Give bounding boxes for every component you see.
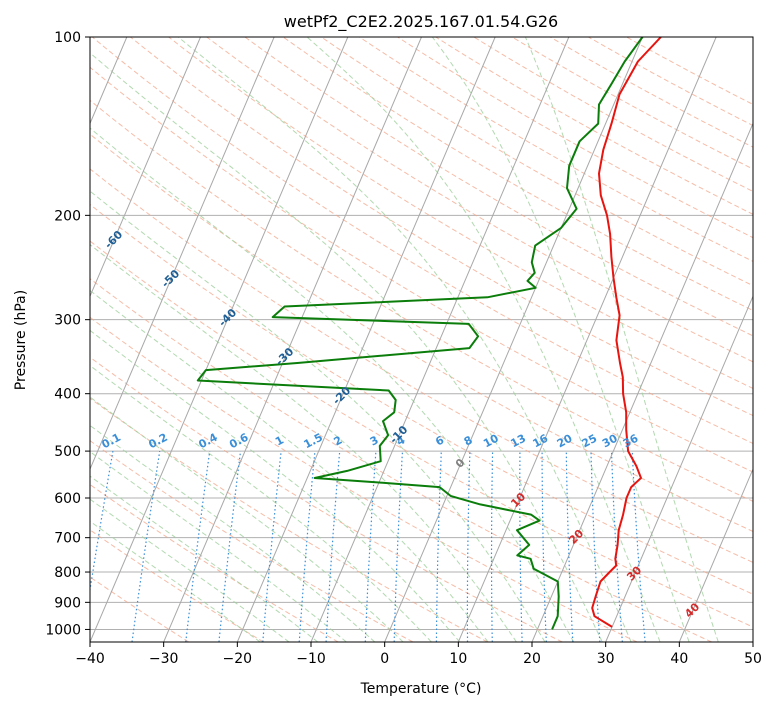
mixing-ratio-label: 13 xyxy=(508,432,528,451)
isotherm-line xyxy=(90,37,349,642)
y-tick-label: 100 xyxy=(54,30,81,46)
mixing-ratio-label: 10 xyxy=(481,432,501,451)
isotherm-line xyxy=(236,37,496,642)
dry-adiabat-line xyxy=(90,278,712,642)
dry-adiabat-line xyxy=(90,133,753,533)
mixing-ratio-label: 16 xyxy=(531,432,551,451)
x-axis-title: Temperature (°C) xyxy=(360,681,482,697)
moist-adiabat-line xyxy=(90,190,546,642)
x-tick-label: 50 xyxy=(744,651,762,667)
dry-adiabat-line xyxy=(90,483,339,642)
mixing-ratio-label: 25 xyxy=(580,432,600,451)
isotherm-line xyxy=(384,37,643,642)
dry-adiabat-line xyxy=(90,440,414,642)
y-tick-label: 300 xyxy=(54,313,81,329)
y-tick-label: 1000 xyxy=(45,622,81,638)
moist-adiabat-line xyxy=(177,37,632,642)
moist-adiabat-line xyxy=(90,364,432,642)
isotherm-line xyxy=(678,467,753,642)
x-tick-label: 20 xyxy=(523,651,541,667)
isotherm-line xyxy=(90,37,275,471)
x-tick-label: 40 xyxy=(670,651,688,667)
x-tick-label: −40 xyxy=(75,651,105,667)
y-tick-label: 800 xyxy=(54,565,81,581)
dry-adiabat-line xyxy=(359,37,753,262)
moist-adiabat-line xyxy=(90,329,461,642)
mixing-ratio-line xyxy=(218,451,242,642)
y-axis-title: Pressure (hPa) xyxy=(13,290,29,390)
isotherm-line xyxy=(457,37,717,642)
moist-adiabat-line xyxy=(90,424,376,642)
x-axis: −40 −30 −20 −10 0 10 20 30 40 50 xyxy=(75,642,762,667)
moist-adiabat-line xyxy=(90,451,347,642)
dry-adiabat-line xyxy=(130,37,753,417)
dry-adiabat-line xyxy=(320,37,753,287)
dry-adiabat-line xyxy=(511,37,753,170)
dry-adiabat-line xyxy=(90,203,753,595)
x-tick-label: 30 xyxy=(597,651,615,667)
moist-adiabat-line xyxy=(90,127,575,642)
y-tick-label: 900 xyxy=(54,595,81,611)
x-tick-label: 10 xyxy=(449,651,467,667)
dry-adiabat-line xyxy=(473,37,753,193)
isotherm-line xyxy=(90,37,201,298)
moist-adiabat-line xyxy=(90,243,517,642)
series-lines xyxy=(196,37,662,630)
dry-adiabat-line xyxy=(244,37,753,337)
y-tick-label: 600 xyxy=(54,491,81,507)
moist-adiabat-line xyxy=(90,289,489,642)
x-tick-label: −20 xyxy=(223,651,253,667)
x-tick-label: 0 xyxy=(380,651,389,667)
y-tick-label: 400 xyxy=(54,387,81,403)
dry-adiabat-line xyxy=(206,37,753,363)
background-lines xyxy=(90,37,753,642)
mixing-ratio-line xyxy=(131,451,161,642)
moist-adiabat-line xyxy=(90,52,603,642)
mixing-ratio-label: 36 xyxy=(621,432,641,451)
moist-adiabat-line xyxy=(524,37,719,642)
mixing-ratio-label: 20 xyxy=(555,432,575,451)
plot-frame xyxy=(89,36,754,643)
moist-adiabat-line xyxy=(90,520,261,642)
x-tick-label: −30 xyxy=(149,651,179,667)
y-axis: 100 200 300 400 500 600 700 800 900 1000 xyxy=(45,30,90,638)
moist-adiabat-line xyxy=(431,37,690,642)
dry-adiabat-line xyxy=(90,529,264,642)
y-tick-label: 500 xyxy=(54,444,81,460)
isotherm-line xyxy=(531,122,753,642)
x-tick-label: −10 xyxy=(296,651,326,667)
dry-adiabat-line xyxy=(90,66,753,473)
dry-adiabat-line xyxy=(90,240,753,628)
isotherm-line xyxy=(310,37,570,642)
mixing-ratio-line xyxy=(90,451,114,594)
isotherm-line xyxy=(605,295,753,642)
chart-title: wetPf2_C2E2.2025.167.01.54.G26 xyxy=(284,12,558,32)
y-tick-label: 700 xyxy=(54,531,81,547)
y-tick-label: 200 xyxy=(54,208,81,224)
mixing-ratio-line xyxy=(185,451,211,642)
dry-adiabat-line xyxy=(90,168,753,563)
temperature-line xyxy=(591,37,662,628)
dewpoint-line xyxy=(196,37,644,630)
moist-adiabat-line xyxy=(306,37,661,642)
mixing-ratio-label: 30 xyxy=(600,432,620,451)
isotherm-line xyxy=(163,37,422,642)
